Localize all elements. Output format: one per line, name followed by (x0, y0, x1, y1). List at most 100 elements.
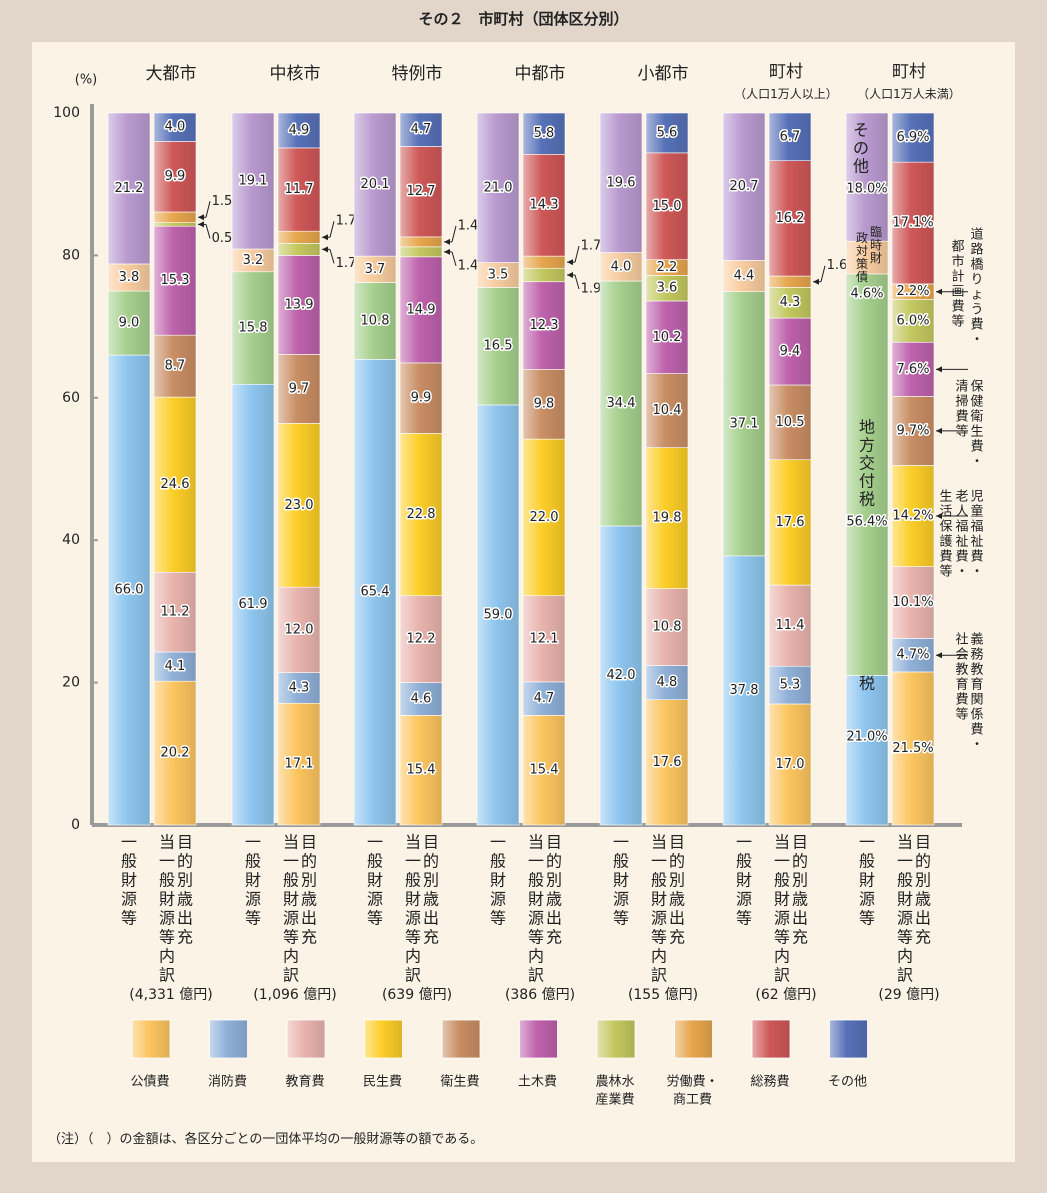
expenditure-segment (399, 682, 443, 716)
bar-label-left-char: 等 (613, 909, 629, 928)
callout-label-char: 児 (970, 490, 983, 505)
bar-label-right-char: 般 (528, 871, 544, 890)
revenue-name-label-char: の (853, 139, 869, 158)
expenditure-segment (522, 595, 566, 683)
bar-label-right-char: 歳 (177, 890, 193, 909)
bar-label-right-char: 源 (405, 909, 421, 928)
callout-label-char: 童 (970, 504, 983, 520)
bar-label-left-char: 般 (490, 852, 506, 871)
group-amount: (29 億円) (878, 987, 939, 1003)
legend-label: 公債費 (130, 1075, 169, 1090)
callout-arrowhead (198, 214, 204, 221)
bar-label-right-char: 般 (651, 871, 667, 890)
legend-swatch (519, 1019, 558, 1059)
expenditure-segment (522, 281, 566, 370)
expenditure-segment (645, 152, 689, 260)
revenue-segment (107, 112, 151, 265)
bar-label-left-char: 等 (245, 909, 261, 928)
bar-label-left: 一般財源等 (859, 833, 875, 928)
callout-arrow (205, 201, 211, 218)
group-amount: (155 億円) (628, 987, 698, 1003)
expenditure-value-label: 5.3 (780, 678, 801, 693)
revenue-segment (476, 262, 520, 288)
expenditure-segment (153, 334, 197, 398)
bar-label-left-char: 財 (613, 871, 629, 890)
expenditure-segment (277, 230, 321, 244)
legend-label: 商工費 (673, 1093, 712, 1108)
callout-label-char: 福 (955, 520, 968, 535)
bar-label-left: 一般財源等 (245, 833, 261, 928)
revenue-segment (353, 112, 397, 257)
expenditure-segment (277, 586, 321, 673)
callout-label-char: 護 (939, 534, 952, 550)
callout-label-char: 活 (939, 505, 952, 520)
expenditure-value-label: 8.7 (165, 359, 186, 374)
bar-label-right-char: 源 (159, 909, 175, 928)
y-tick-label: 40 (62, 532, 80, 548)
callout-label-char: 費 (970, 318, 983, 333)
callout-label-char: 費 (970, 723, 983, 738)
bar-label-right-char: 的 (177, 852, 193, 871)
bar-label-right-char: 的 (301, 852, 317, 871)
revenue-value-label: 3.5 (488, 267, 509, 282)
callout-label-char: 係 (970, 708, 983, 723)
y-tick-label: 60 (62, 390, 80, 406)
bar-label-left-char: 等 (367, 909, 383, 928)
bar-label-right-char: 当 (159, 833, 175, 852)
bar-label-right-char: 別 (177, 871, 193, 890)
callout-label-char: 等 (951, 314, 964, 330)
expenditure-value-label: 0.5 (212, 231, 233, 246)
bar-label-left-char: 財 (736, 871, 752, 890)
bar-label-right-char: 等 (159, 928, 175, 947)
legend-swatch (674, 1019, 713, 1059)
bar-label-left-char: 財 (859, 871, 875, 890)
expenditure-segment (153, 225, 197, 336)
bar-label-left-char: 財 (490, 871, 506, 890)
footnote: （注）（ ）の金額は、各区分ごとの一団体平均の一般財源等の額である。 (48, 1132, 484, 1147)
expenditure-value-label: 12.7 (407, 184, 436, 199)
group-amount: (62 億円) (755, 987, 816, 1003)
y-tick-label: 0 (71, 817, 80, 833)
bar-label-right-char: 的 (669, 852, 685, 871)
bar-label-left-char: 一 (245, 833, 261, 852)
bar-label-right-char: 当 (405, 833, 421, 852)
legend-swatch (364, 1019, 403, 1059)
revenue-segment (231, 112, 275, 250)
expenditure-value-label: 12.1 (530, 631, 559, 646)
revenue-value-label: 3.2 (243, 253, 264, 268)
legend-swatch (829, 1019, 868, 1059)
bar-label-right-char: 内 (283, 947, 299, 966)
revenue-segment (599, 280, 643, 527)
expenditure-segment (645, 699, 689, 826)
expenditure-segment (277, 702, 321, 826)
callout-arrow (205, 224, 211, 239)
callout-label-char: 等 (955, 424, 968, 440)
callout-arrowhead (936, 366, 942, 373)
chart-svg: 0 20 40 60 80 100 (%) 大都市 66.0 9.0 3.8 21.2 20.2 4.1 1… (53, 62, 983, 1108)
bar-label-left-char: 源 (121, 890, 137, 909)
expenditure-segment (645, 665, 689, 700)
expenditure-segment (277, 255, 321, 355)
expenditure-segment (399, 433, 443, 597)
expenditure-segment (891, 566, 935, 639)
expenditure-segment (768, 584, 812, 667)
group-title: 特例市 (392, 64, 443, 84)
expenditure-value-label: 3.6 (657, 281, 678, 296)
expenditure-value-label: 2.2% (896, 284, 929, 299)
bar-label-right-char: 財 (405, 890, 421, 909)
callout-label-char: 橋 (970, 258, 983, 273)
legend-label: 農林水 (595, 1075, 634, 1090)
bar-label-right-char: 目 (669, 833, 685, 852)
bar-label-left-char: 般 (121, 852, 137, 871)
bar-label-right-char: 当 (651, 833, 667, 852)
group-title: 大都市 (146, 64, 197, 84)
bar-label-left: 一般財源等 (613, 833, 629, 928)
expenditure-segment (277, 147, 321, 232)
bar-label-right-char: 般 (283, 871, 299, 890)
revenue-segment (231, 383, 275, 826)
